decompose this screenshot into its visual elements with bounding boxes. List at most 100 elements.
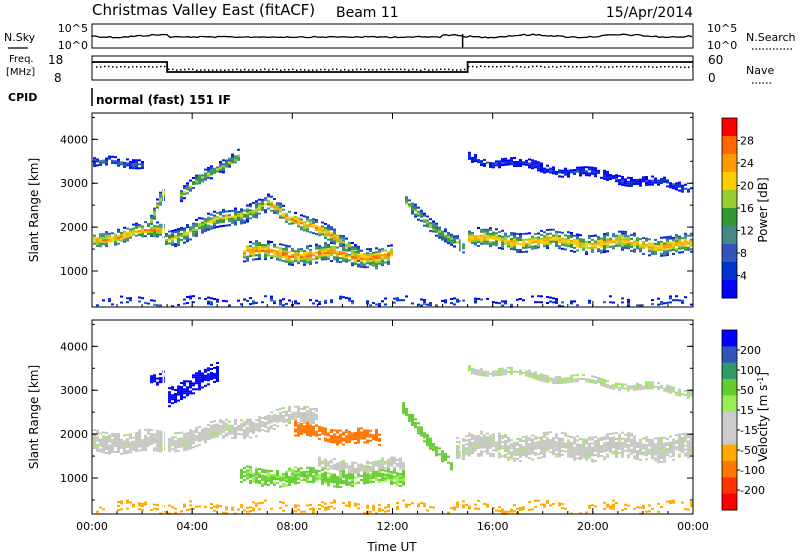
velocity-cell	[633, 437, 636, 440]
velocity-cell	[516, 370, 519, 373]
power-cell	[312, 252, 315, 255]
power-cell	[561, 301, 564, 304]
velocity-cell	[549, 379, 552, 382]
power-cell	[624, 182, 627, 185]
velocity-cell	[219, 421, 222, 424]
velocity-cell	[363, 467, 366, 470]
power-cell	[612, 301, 615, 304]
freq-tick-bottom: 8	[54, 71, 62, 85]
power-cell	[210, 227, 213, 230]
nave-dot	[684, 66, 686, 68]
velocity-cell	[321, 474, 324, 477]
velocity-cell	[333, 481, 336, 484]
velocity-cell	[561, 453, 564, 456]
power-cell	[117, 242, 120, 245]
power-cell	[228, 210, 231, 213]
power-cell	[504, 232, 507, 235]
velocity-cell	[117, 441, 120, 443]
velocity-cell	[528, 371, 531, 374]
power-cell	[495, 160, 498, 163]
velocity-cell	[198, 505, 201, 508]
velocity-cell	[324, 464, 327, 467]
velocity-cell	[681, 393, 684, 396]
velocity-cell	[585, 450, 588, 453]
velocity-cell	[570, 452, 573, 454]
velocity-cell	[456, 453, 459, 455]
velocity-cell	[183, 382, 186, 385]
power-cell	[258, 206, 261, 209]
velocity-cell	[606, 503, 609, 506]
power-cell	[120, 239, 123, 242]
velocity-cell	[336, 464, 339, 467]
power-cell	[249, 241, 252, 244]
velocity-cell	[558, 447, 561, 450]
velocity-cell	[363, 512, 366, 515]
velocity-cell	[495, 509, 498, 512]
power-cell	[234, 155, 237, 158]
power-cell	[105, 157, 108, 160]
power-cell	[291, 216, 294, 219]
power-cell	[441, 230, 444, 233]
power-cell	[474, 301, 477, 304]
velocity-cell	[159, 430, 162, 433]
velocity-cell	[198, 380, 201, 383]
power-cell	[687, 240, 690, 243]
power-cell	[510, 244, 513, 246]
power-cell	[438, 228, 441, 231]
velocity-cell	[291, 469, 294, 472]
power-cell	[228, 224, 231, 227]
velocity-cell	[192, 432, 195, 435]
power-cell	[360, 265, 363, 268]
velocity-cell	[363, 465, 366, 468]
velocity-cell	[120, 438, 123, 441]
velocity-cell	[327, 506, 330, 509]
velocity-cell	[282, 407, 285, 410]
power-cell	[123, 230, 126, 233]
velocity-cell	[348, 440, 351, 443]
power-cell	[588, 172, 591, 175]
velocity-cell	[300, 426, 303, 429]
velocity-cell	[99, 444, 102, 447]
power-cell	[531, 247, 534, 250]
velocity-cell	[135, 444, 138, 446]
power-cell	[522, 161, 525, 164]
velocity-cell	[249, 420, 252, 423]
velocity-cell	[588, 448, 591, 451]
power-cell	[339, 236, 342, 239]
power-cell	[558, 169, 561, 172]
power-cell	[480, 242, 483, 245]
power-cell	[354, 256, 357, 259]
nave-dot	[112, 66, 114, 68]
velocity-cell	[144, 440, 147, 443]
nave-dot	[492, 65, 494, 68]
power-cell	[234, 211, 237, 214]
velocity-cell	[630, 434, 633, 437]
power-cell	[117, 234, 120, 237]
power-cell	[183, 298, 186, 301]
power-cell	[315, 221, 318, 224]
velocity-cell	[150, 443, 153, 445]
velocity-cell	[357, 481, 360, 484]
power-cell	[324, 234, 327, 237]
velocity-cell	[606, 455, 609, 458]
power-cell	[498, 247, 501, 249]
power-cell	[294, 302, 297, 305]
power-cell	[138, 232, 141, 234]
power-cell	[306, 245, 309, 248]
nave-dot	[136, 65, 138, 68]
velocity-cell	[102, 431, 105, 434]
velocity-cell	[261, 417, 264, 420]
velocity-cell	[486, 505, 489, 508]
power-cell	[354, 250, 357, 253]
velocity-cell	[576, 378, 579, 381]
velocity-cell	[510, 457, 513, 460]
velocity-cell	[339, 474, 342, 477]
velocity-cell	[618, 387, 621, 390]
velocity-cell	[384, 479, 387, 482]
power-cell	[267, 195, 270, 198]
velocity-cell	[201, 432, 204, 435]
power-cell	[690, 250, 693, 253]
velocity-cell	[375, 472, 378, 475]
velocity-cell	[342, 476, 345, 479]
velocity-cell	[330, 478, 333, 481]
